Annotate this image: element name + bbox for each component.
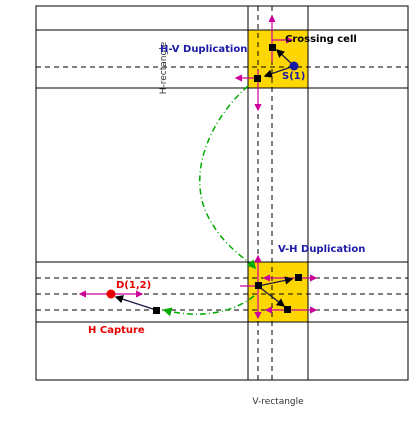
top-h-rectangle xyxy=(36,29,408,89)
outer-frame xyxy=(35,5,409,381)
crossing-cell-bottom xyxy=(248,262,308,322)
hv-duplication-label: H-V Duplication xyxy=(160,44,247,55)
capture-black-arrow xyxy=(114,295,157,311)
h-capture-label: H Capture xyxy=(88,325,145,336)
route-path-hv-to-vh xyxy=(199,85,256,270)
v-rectangle xyxy=(247,6,309,380)
vh-duplication-label: V-H Duplication xyxy=(278,244,365,255)
dest-label: D(1,2) xyxy=(116,280,151,291)
node-square xyxy=(295,274,302,281)
source-node xyxy=(289,61,299,71)
node-square xyxy=(269,44,276,51)
v-rectangle-label: V-rectangle xyxy=(252,397,304,407)
node-square xyxy=(153,307,160,314)
node-square xyxy=(284,306,291,313)
node-square xyxy=(255,282,262,289)
node-square xyxy=(254,75,261,82)
route-path-capture xyxy=(162,295,255,317)
source-label: S(1) xyxy=(282,71,305,82)
h-rectangle-label: H-rectangle xyxy=(159,41,169,94)
bottom-h-rectangle xyxy=(36,261,408,323)
dest-node xyxy=(106,289,116,299)
bottom-cell-black-arrows xyxy=(257,276,294,307)
crossing-cell-label: Crossing cell xyxy=(285,34,357,45)
